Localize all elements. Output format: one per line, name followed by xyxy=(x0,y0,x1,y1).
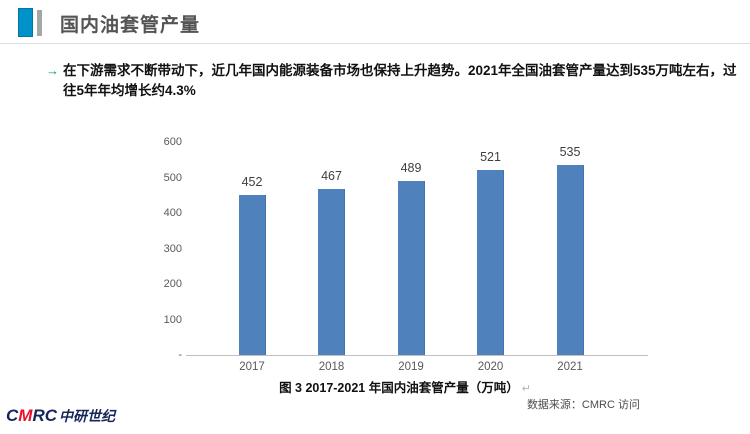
page-title: 国内油套管产量 xyxy=(60,15,201,36)
bar-column: 467 xyxy=(292,163,372,355)
return-mark-icon: ↵ xyxy=(521,383,531,395)
x-axis-tick-label: 2018 xyxy=(318,361,345,373)
title-accent-gray-bar xyxy=(37,10,42,36)
x-axis-line xyxy=(186,355,648,356)
y-axis-tick-label: - xyxy=(178,349,182,361)
bar-value-label: 489 xyxy=(400,161,422,176)
bar-value-label: 452 xyxy=(241,174,263,189)
y-axis-tick-label: 600 xyxy=(163,136,182,148)
bar-value-label: 521 xyxy=(480,150,501,165)
y-axis-tick-label: 500 xyxy=(163,171,182,184)
x-axis-tick-label: 2019 xyxy=(398,361,424,373)
bullet-text: 在下游需求不断带动下，近几年国内能源装备市场也保持上升趋势。2021年全国油套管… xyxy=(63,63,737,98)
bar xyxy=(238,194,266,355)
cmrc-logo: CMRC 中研世纪 xyxy=(6,406,115,426)
x-axis-tick-label: 2020 xyxy=(477,361,504,373)
logo-chinese-name: 中研世纪 xyxy=(59,408,116,424)
x-axis-tick-label: 2021 xyxy=(557,361,583,373)
chart-caption-text: 图 3 2017-2021 年国内油套管产量（万吨） xyxy=(279,381,519,395)
header-divider xyxy=(0,43,750,44)
y-axis-tick-label: 100 xyxy=(163,313,182,326)
data-source: 数据来源：CMRC 访问 xyxy=(526,399,640,411)
bar-column: 521 xyxy=(451,144,531,355)
y-axis-tick-label: 200 xyxy=(163,278,182,290)
y-axis-tick-label: 300 xyxy=(163,242,182,255)
logo-letters-rc: RC xyxy=(32,406,58,425)
bar-column: 535 xyxy=(530,139,610,355)
chart-caption: 图 3 2017-2021 年国内油套管产量（万吨） ↵ xyxy=(150,377,660,396)
logo-letter-m: M xyxy=(18,406,33,425)
bullet-paragraph: → 在下游需求不断带动下，近几年国内能源装备市场也保持上升趋势。2021年全国油… xyxy=(46,61,740,101)
logo-letter-c: C xyxy=(6,406,19,425)
bar-column: 452 xyxy=(212,169,292,355)
bar xyxy=(397,181,425,355)
bar-column: 489 xyxy=(371,155,451,355)
bar-value-label: 467 xyxy=(321,169,342,184)
arrow-bullet-icon: → xyxy=(46,63,59,78)
bar xyxy=(318,189,345,355)
bar xyxy=(556,165,584,355)
bar xyxy=(477,170,504,355)
title-accent-blue-bar xyxy=(18,8,33,37)
bar-value-label: 535 xyxy=(559,145,581,160)
bar-chart: 600 500 400 300 200 100 - 452 2017 467 2018 489 2019… xyxy=(150,130,660,385)
y-axis-tick-label: 400 xyxy=(163,207,182,219)
x-axis-tick-label: 2017 xyxy=(239,361,265,373)
